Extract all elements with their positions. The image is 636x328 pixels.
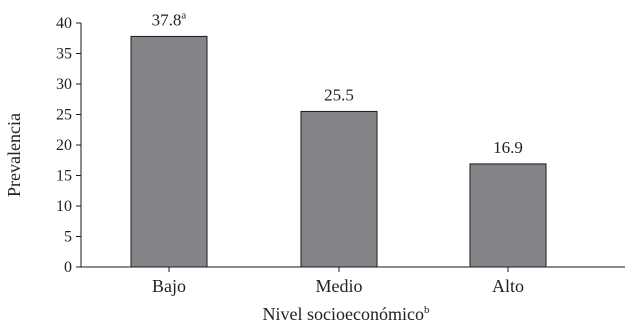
x-axis-tick-labels: Bajo Medio Alto (152, 267, 524, 296)
y-tick-label: 5 (64, 229, 72, 246)
data-label-medio: 25.5 (324, 85, 354, 104)
y-tick-label: 25 (56, 107, 72, 124)
x-tick-label-alto: Alto (492, 276, 524, 296)
y-axis-title-text: Prevalencia (4, 113, 24, 197)
data-label-value: 37.8 (152, 10, 182, 29)
data-label-value: 16.9 (493, 138, 523, 157)
y-tick-label: 40 (56, 15, 72, 32)
x-axis-title-superscript: b (424, 304, 430, 316)
data-label-bajo: 37.8a (152, 9, 187, 29)
x-axis-title: Nivel socioeconómicob (263, 304, 430, 324)
bar-alto (469, 163, 547, 268)
y-tick-label: 0 (64, 259, 72, 276)
bar-bajo (130, 35, 208, 268)
data-label-value: 25.5 (324, 85, 354, 104)
x-tick-label-medio: Medio (316, 276, 363, 296)
bar-medio (300, 110, 378, 268)
bars-group (130, 35, 547, 268)
x-tick-label-bajo: Bajo (152, 276, 186, 296)
y-tick-label: 35 (56, 46, 72, 63)
y-tick-label: 15 (56, 168, 72, 185)
data-labels-group: 37.8a 25.5 16.9 (152, 9, 523, 156)
data-label-superscript: a (181, 9, 186, 21)
x-axis-title-text: Nivel socioeconómico (263, 304, 424, 324)
y-tick-label: 30 (56, 76, 72, 93)
data-label-alto: 16.9 (493, 138, 523, 157)
y-tick-label: 20 (56, 137, 72, 154)
y-axis-title: Prevalencia (4, 113, 24, 197)
y-tick-label: 10 (56, 198, 72, 215)
y-axis-ticks: 0 5 10 15 20 25 30 35 40 (56, 15, 81, 276)
